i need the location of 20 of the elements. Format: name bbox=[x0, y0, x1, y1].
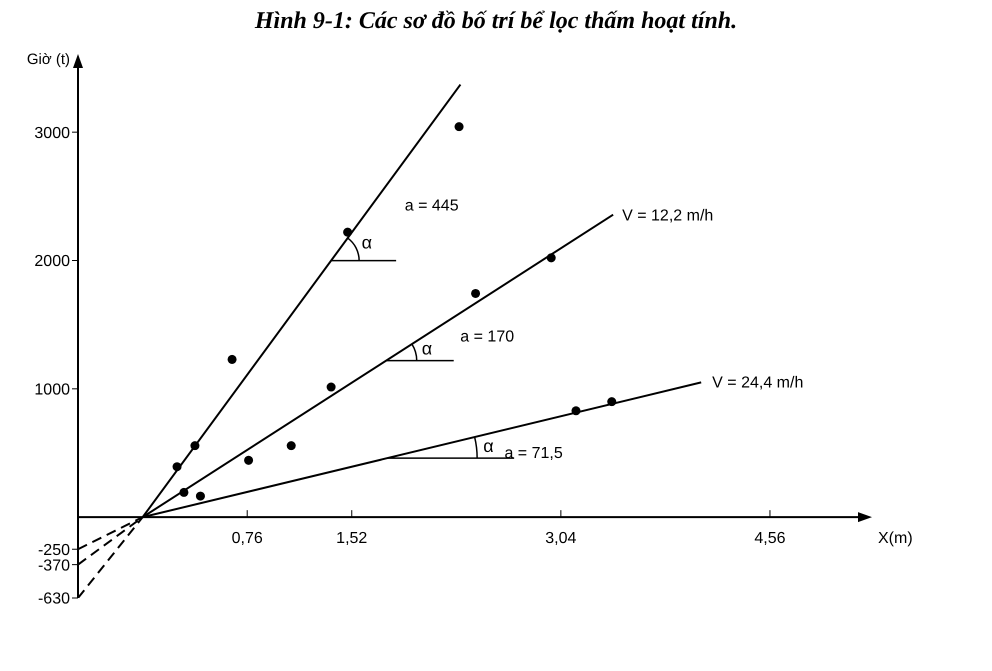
x-tick-label: 0,76 bbox=[232, 530, 263, 548]
x-tick-label: 1,52 bbox=[336, 530, 368, 548]
y-tick-label: -370 bbox=[38, 557, 70, 574]
x-tick-label: 3,04 bbox=[545, 530, 577, 548]
y-tick-label: -630 bbox=[38, 590, 70, 608]
annotation: a = 445 bbox=[404, 198, 459, 215]
y-tick-label: 1000 bbox=[34, 382, 70, 399]
annotation: α bbox=[483, 436, 494, 456]
y-tick-label: 2000 bbox=[34, 253, 70, 270]
chart-title: Hình 9-1: Các sơ đồ bố trí bể lọc thấm hoạt tính. bbox=[254, 8, 738, 36]
x-tick-label: 4,56 bbox=[754, 530, 786, 548]
x-axis-title: X(m) bbox=[878, 530, 913, 548]
annotation: α bbox=[422, 338, 432, 359]
annotation: a = 170 bbox=[460, 328, 514, 346]
annotation: V = 12,2 m/h bbox=[622, 208, 714, 225]
annotation: V = 24,4 m/h bbox=[712, 374, 804, 392]
y-tick-label: -250 bbox=[38, 542, 70, 559]
annotation: α bbox=[362, 232, 372, 253]
y-axis-title: Giờ (t) bbox=[26, 51, 70, 68]
y-tick-label: 3000 bbox=[34, 124, 70, 142]
